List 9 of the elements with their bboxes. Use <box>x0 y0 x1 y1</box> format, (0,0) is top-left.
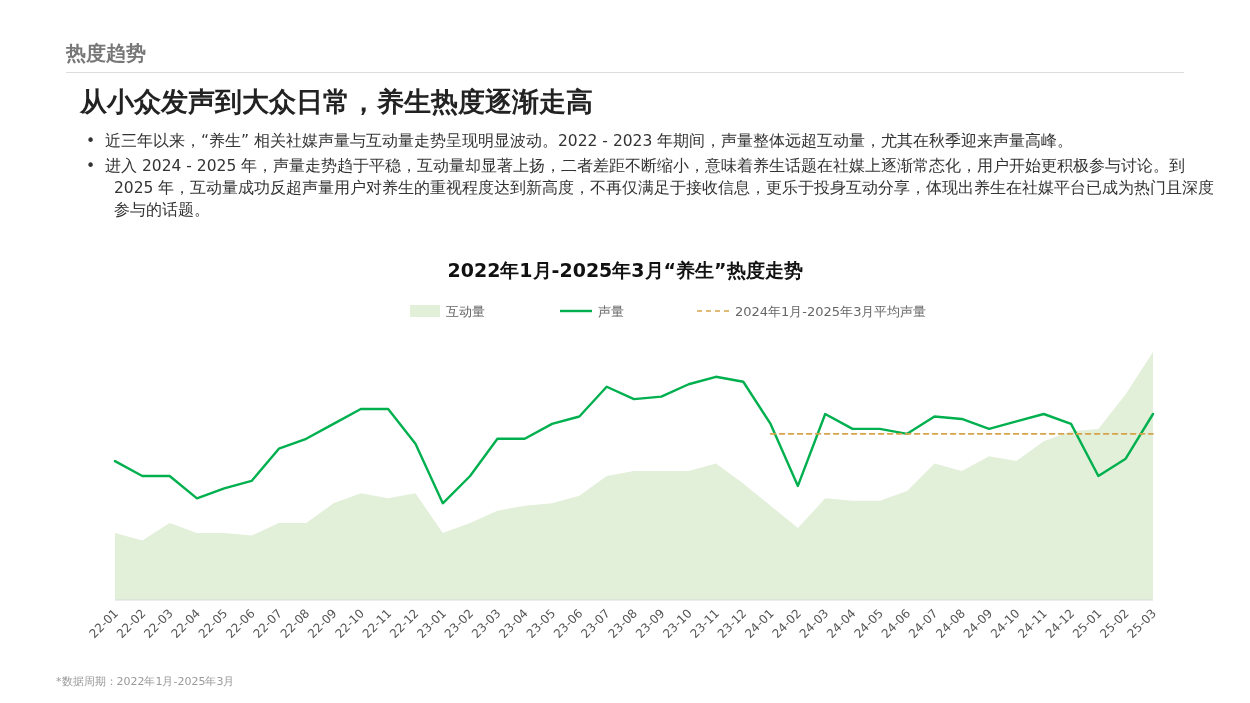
text: • 近三年以来，“养生” 相关社媒声量与互动量走势呈现明显波动。2022 - 2023 年期间，声量整体远超互动量，尤其在秋季迎来声量高峰。 <box>86 131 1075 152</box>
legend-label: 2024年1月-2025年3月平均声量 <box>735 304 927 319</box>
text: • 进入 2024 - 2025 年，声量走势趋于平稳，互动量却显著上扬，二者差距不断缩小，意味着养生话题在社媒上逐渐常态化，用户开始更积极参与讨论。到 2025 年，互动量成功反超声量用户对养生的重视程度达到新高度，不再仅满足于接收信息，更乐于投身互动分享，体现出养生在社媒平台已成为热门且深度参与的话题。 <box>86 156 1216 221</box>
chart-title: 从小众发声到大众日常，养生热度逐渐走高 <box>80 85 593 119</box>
text: 热度趋势 <box>66 40 146 67</box>
text: *数据周期：2022年1月-2025年3月 <box>56 674 235 689</box>
legend-label: 互动量 <box>446 304 485 319</box>
legend-label: 声量 <box>598 304 624 319</box>
chart-subtitle: 2022年1月-2025年3月“养生”热度走势 <box>446 258 804 283</box>
